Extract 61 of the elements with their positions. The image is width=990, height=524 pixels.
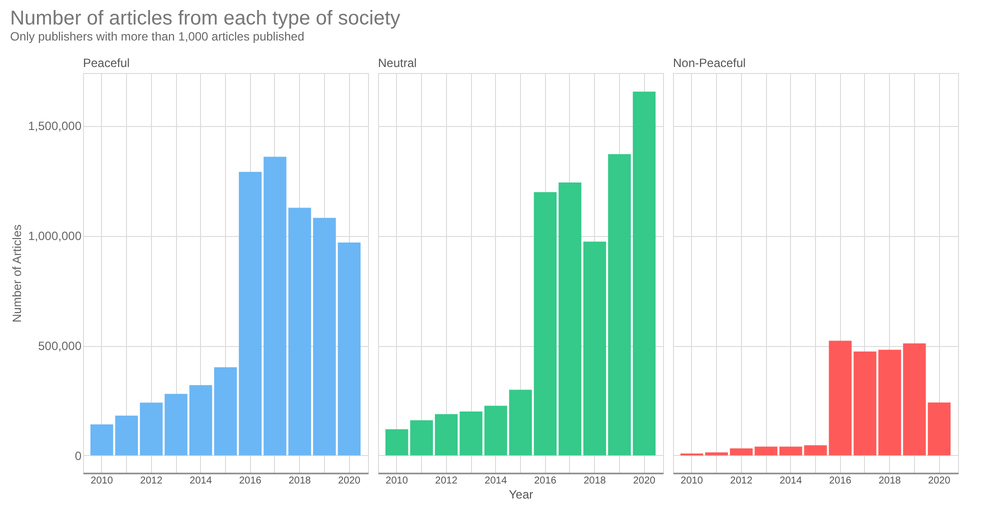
bar [854, 351, 876, 456]
x-tick-label: 2020 [338, 476, 361, 486]
x-tick-label: 2016 [534, 476, 557, 486]
bar [878, 350, 902, 456]
bar [632, 92, 656, 456]
y-axis-title: Number of Articles [10, 224, 24, 323]
bar [804, 445, 827, 456]
bar [313, 218, 336, 456]
x-axis-title: Year [508, 488, 534, 502]
bar [730, 448, 753, 456]
x-tick-label: 2010 [90, 476, 114, 486]
y-tick-label: 500,000 [38, 339, 82, 354]
bar [828, 340, 852, 456]
x-tick-label: 2016 [239, 476, 262, 486]
y-tick-label: 1,000,000 [28, 229, 82, 244]
x-tick-label: 2010 [680, 476, 704, 486]
bar [754, 446, 778, 456]
bar [460, 411, 482, 456]
bar [385, 429, 408, 456]
bar [534, 192, 557, 456]
x-tick-label: 2020 [928, 476, 951, 486]
x-tick-label: 2012 [140, 476, 163, 486]
bar [779, 446, 802, 456]
bar [583, 242, 606, 456]
bar [164, 394, 188, 456]
x-tick-label: 2018 [584, 476, 606, 486]
bar [90, 424, 114, 456]
x-tick-label: 2018 [288, 476, 312, 486]
x-tick-label: 2012 [435, 476, 458, 486]
chart-title: Number of articles from each type of society [10, 8, 400, 30]
x-tick-label: 2016 [829, 476, 852, 486]
x-tick-label: 2014 [190, 476, 212, 486]
text: Non-Peaceful [673, 56, 746, 70]
bar [705, 452, 728, 456]
x-tick-label: 2014 [484, 476, 508, 486]
bar [484, 406, 508, 456]
bar [410, 420, 433, 456]
x-tick-label: 2010 [386, 476, 408, 486]
chart-subtitle: Only publishers with more than 1,000 articles published [10, 30, 304, 44]
x-tick-label: 2014 [780, 476, 802, 486]
bar [558, 182, 582, 456]
text: Peaceful [83, 56, 130, 70]
bar [214, 367, 237, 456]
bar [434, 414, 458, 456]
bar [189, 385, 212, 456]
y-tick-label: 0 [74, 448, 82, 463]
bar [115, 416, 138, 456]
bar [238, 172, 262, 456]
bar [928, 402, 951, 456]
bar [264, 156, 286, 456]
bar [608, 154, 631, 456]
bar [338, 242, 361, 456]
x-tick-label: 2018 [878, 476, 902, 486]
bar [140, 402, 163, 456]
bar [288, 208, 312, 456]
x-tick-label: 2020 [633, 476, 656, 486]
bar [903, 343, 926, 456]
y-tick-label: 1,500,000 [28, 119, 82, 134]
text: Neutral [378, 56, 417, 70]
bar [509, 390, 532, 456]
x-tick-label: 2012 [730, 476, 753, 486]
